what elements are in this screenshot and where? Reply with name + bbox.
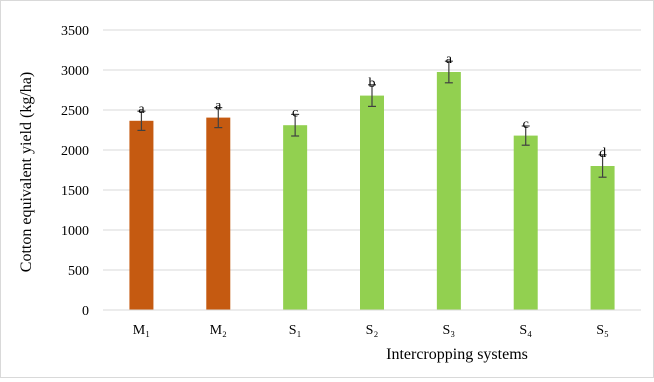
bar [129,120,154,310]
x-tick-label: M₁ [133,323,150,338]
x-tick-label: S₅ [596,323,609,338]
bar [590,166,615,310]
error-bar [291,113,300,137]
significance-letter: a [215,99,222,114]
error-bars [137,60,607,178]
error-bar [598,154,607,178]
y-tick-label: 0 [82,304,89,319]
y-tick-label: 2500 [61,104,89,119]
x-tick-label: S₄ [519,323,532,338]
y-tick-label: 500 [68,264,89,279]
y-tick-label: 1000 [61,224,89,239]
x-tick-label: S₁ [289,323,302,338]
bars [129,72,615,310]
bar [513,135,538,310]
y-tick-label: 2000 [61,144,89,159]
significance-letter: a [446,52,453,67]
significance-letters: a a c b a c d [138,52,606,161]
significance-letter: d [599,146,606,161]
significance-letter: a [138,102,145,117]
y-tick-label: 3500 [61,24,89,39]
bar [283,125,308,310]
significance-letter: c [292,105,298,120]
error-bar [444,60,453,84]
y-tick-label: 3000 [61,64,89,79]
error-bar [214,106,223,129]
x-tick-label: M₂ [210,323,227,338]
bar [360,95,384,310]
x-tick-labels: M₁ M₂ S₁ S₂ S₃ S₄ S₅ [133,323,609,338]
y-tick-labels: 0 500 1000 1500 2000 2500 3000 3500 [61,24,89,319]
error-bar [137,110,146,131]
x-axis-title: Intercropping systems [386,346,528,363]
significance-letter: c [523,117,529,132]
y-axis-title: Cotton equivalent yield (kg/ha) [18,72,35,272]
bar [206,117,231,310]
x-tick-label: S₂ [366,323,379,338]
error-bar [521,125,530,146]
y-tick-label: 1500 [61,184,89,199]
bar [436,72,461,310]
significance-letter: b [369,76,376,91]
x-tick-label: S₃ [443,323,456,338]
error-bar [368,84,376,108]
